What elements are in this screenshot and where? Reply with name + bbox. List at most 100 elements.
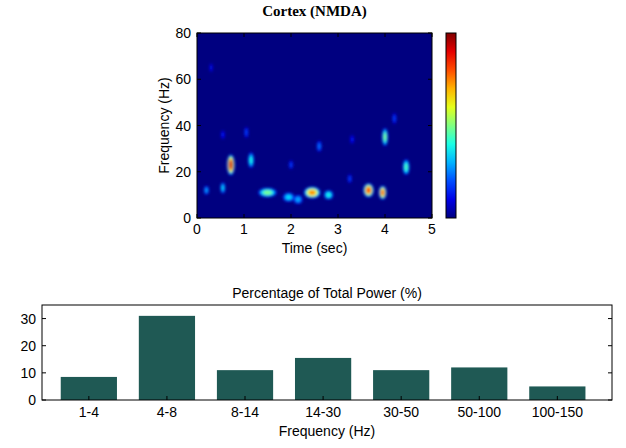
spot-level [326,192,331,197]
spot-level [284,193,294,201]
spot-level [221,183,225,194]
y-tick [428,79,432,80]
spot [379,186,387,200]
x-tick-label: 4 [381,221,389,237]
spot-level [205,187,208,194]
spot-level [393,113,397,125]
spot-level [350,135,353,143]
spot-level [284,194,292,201]
y-tick [197,171,201,172]
spot-level [306,188,318,196]
spot-level [283,193,294,201]
spot-level [294,195,303,203]
spot-level [364,185,372,196]
spot-level [394,116,396,121]
spot-level [382,129,387,146]
spot-level [258,188,277,197]
spot-level [393,114,396,123]
x-axis-title: Time (sec) [282,240,348,256]
spot [248,152,254,168]
spot [304,187,320,199]
spot [363,183,373,197]
spot-level [204,186,208,194]
spots [204,63,409,204]
spot-level [393,114,396,122]
spot-level [222,186,224,191]
spot-level [211,66,212,70]
spot-level [363,183,373,197]
spot-level [248,153,253,168]
spot [348,174,352,183]
y-tick-label: 60 [175,71,191,87]
spot-level [350,135,354,144]
title: Percentage of Total Power (%) [232,285,422,301]
spot-level [348,175,351,183]
spot-level [294,196,302,204]
spot-level [286,195,291,199]
y-tick-label: 30 [20,311,36,327]
spot-level [380,189,384,197]
spot-level [259,188,276,196]
spot-level [227,155,234,174]
y-tick [42,372,46,373]
x-tick-label: 2 [287,221,295,237]
x-tick [166,396,167,400]
spot-level [381,190,384,196]
bars [61,316,586,400]
spot-level [383,131,387,144]
x-tick-label: 1 [240,221,248,237]
spot-level [324,191,333,199]
x-tick-label: 1-4 [79,404,99,420]
y-tick [608,345,612,346]
spot-level [245,127,248,138]
spot-level [305,187,320,198]
spot-level [245,128,248,137]
x-tick [291,33,292,37]
spot-level [228,156,234,173]
spot-level [290,162,293,169]
colorbar [446,33,456,218]
spot-level [382,128,388,147]
spot-level [210,63,213,71]
x-tick-label: 3 [334,221,342,237]
spot-level [348,174,352,183]
spot-level [403,160,409,175]
spot-level [246,130,248,135]
y-tick [608,400,612,401]
x-tick [197,33,198,37]
spot-level [205,188,207,192]
spot-level [317,141,321,152]
x-tick-label: 14-30 [305,404,341,420]
x-tick [244,33,245,37]
spot-level [317,141,322,153]
spot-level [304,187,320,199]
y-tick [42,318,46,319]
x-tick-label: 8-14 [231,404,259,420]
spot [221,182,226,194]
spot-level [305,188,318,197]
y-tick-label: 0 [28,392,36,408]
x-tick [479,396,480,400]
spot [393,113,397,125]
spot-level [222,132,224,137]
y-tick [428,171,432,172]
y-tick [428,218,432,219]
spot-level [222,131,225,138]
spot-level [324,190,333,199]
spot [324,190,333,199]
x-tick [197,214,198,218]
spot-level [221,130,225,139]
x-tick [432,214,433,218]
plot-frame [197,33,432,218]
spot-level [262,190,273,195]
spot [382,128,388,147]
spot-level [393,113,396,124]
bar [295,358,351,400]
spot-level [245,128,248,136]
x-tick [291,214,292,218]
spot-level [289,161,292,169]
bar [61,377,117,400]
spot [317,141,322,153]
spot [403,159,410,175]
spot-level [364,184,373,197]
